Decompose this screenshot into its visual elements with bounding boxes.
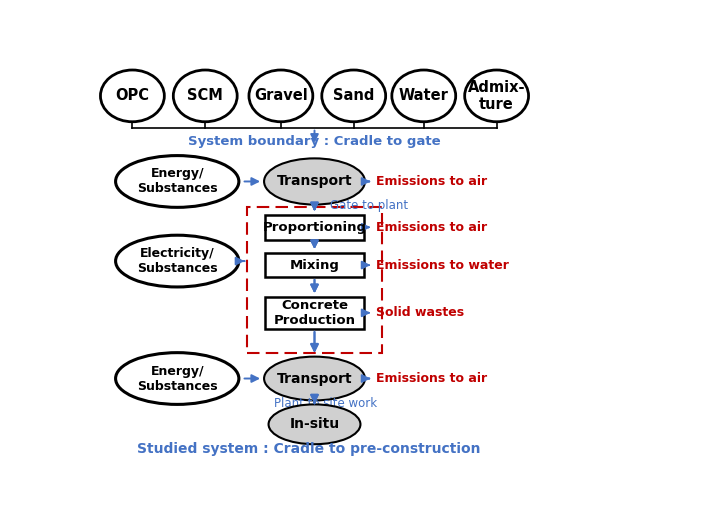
Ellipse shape <box>268 404 361 444</box>
Ellipse shape <box>174 70 237 122</box>
FancyBboxPatch shape <box>265 297 364 329</box>
Ellipse shape <box>116 353 239 404</box>
Ellipse shape <box>322 70 385 122</box>
Text: Plant to site work: Plant to site work <box>274 397 377 410</box>
Ellipse shape <box>465 70 529 122</box>
FancyBboxPatch shape <box>265 253 364 278</box>
Text: Emissions to air: Emissions to air <box>376 372 487 385</box>
Ellipse shape <box>116 156 239 207</box>
Text: Emissions to water: Emissions to water <box>376 258 509 271</box>
Ellipse shape <box>264 158 365 205</box>
Text: Gate to plant: Gate to plant <box>330 199 408 212</box>
Text: Transport: Transport <box>277 372 352 386</box>
Text: OPC: OPC <box>116 88 150 103</box>
Text: Mixing: Mixing <box>290 258 339 271</box>
Text: Transport: Transport <box>277 174 352 189</box>
Ellipse shape <box>100 70 164 122</box>
Text: SCM: SCM <box>187 88 223 103</box>
Text: Emissions to air: Emissions to air <box>376 175 487 188</box>
Ellipse shape <box>264 357 365 400</box>
Ellipse shape <box>392 70 455 122</box>
Text: Studied system : Cradle to pre-construction: Studied system : Cradle to pre-construct… <box>137 442 481 456</box>
Text: Gravel: Gravel <box>254 88 308 103</box>
FancyBboxPatch shape <box>265 215 364 239</box>
Text: Sand: Sand <box>333 88 375 103</box>
Text: Admix-
ture: Admix- ture <box>468 80 526 112</box>
Text: Emissions to air: Emissions to air <box>376 221 487 234</box>
Ellipse shape <box>116 235 239 287</box>
Text: Energy/
Substances: Energy/ Substances <box>137 168 218 195</box>
Ellipse shape <box>249 70 313 122</box>
Text: Water: Water <box>399 88 449 103</box>
Text: System boundary : Cradle to gate: System boundary : Cradle to gate <box>188 135 441 148</box>
Text: Energy/
Substances: Energy/ Substances <box>137 364 218 392</box>
Text: Proportioning: Proportioning <box>262 221 367 234</box>
Text: In-situ: In-situ <box>289 417 340 431</box>
Text: Electricity/
Substances: Electricity/ Substances <box>137 247 218 275</box>
Text: Concrete
Production: Concrete Production <box>273 299 356 327</box>
Text: Solid wastes: Solid wastes <box>376 307 464 320</box>
